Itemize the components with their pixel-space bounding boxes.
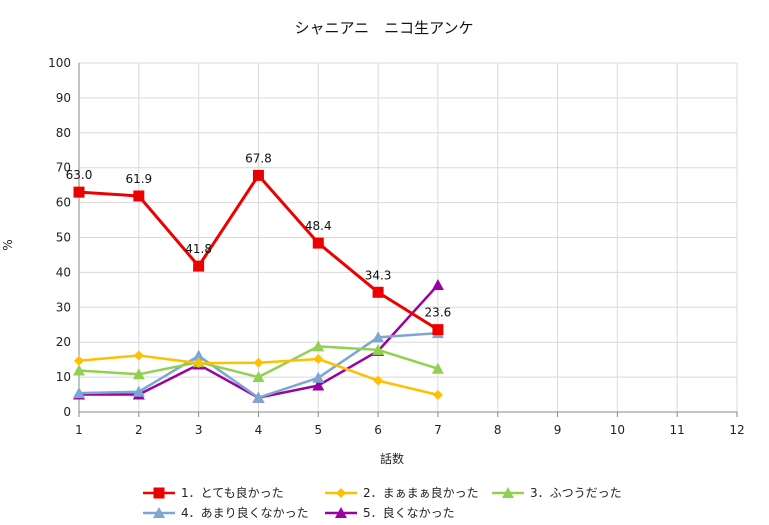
data-label: 48.4 [305, 219, 332, 233]
x-tick-label: 8 [494, 423, 502, 437]
y-tick-label: 60 [56, 196, 71, 210]
data-point [73, 387, 85, 399]
data-point [431, 362, 444, 374]
y-axis-label: % [1, 239, 15, 250]
y-tick-label: 40 [56, 265, 71, 279]
y-tick-label: 80 [56, 126, 71, 140]
series [73, 169, 444, 403]
legend-marker [153, 487, 165, 499]
x-tick-label: 2 [135, 423, 143, 437]
data-point [313, 353, 324, 364]
legend: 1．とても良かった 2．まぁまぁ良かった 3．ふつうだった 4．あまり良くなかった 5．… [143, 485, 622, 520]
legend-item-5: 5．良くなかった [325, 505, 455, 520]
data-point [252, 391, 265, 403]
legend-marker [153, 507, 165, 518]
data-point [193, 358, 204, 369]
data-point [372, 343, 385, 355]
y-tick-label: 50 [56, 231, 71, 245]
x-tick-label: 4 [255, 423, 263, 437]
legend-label: 5．良くなかった [363, 505, 455, 520]
legend-marker [502, 487, 514, 498]
legend-marker [335, 507, 347, 518]
data-label: 34.3 [365, 268, 392, 282]
x-axis-label: 話数 [380, 451, 404, 466]
data-point [312, 340, 325, 352]
legend-label: 1．とても良かった [181, 485, 284, 500]
data-point [73, 186, 85, 198]
data-point [312, 371, 325, 383]
x-tick-label: 7 [434, 423, 442, 437]
data-point [132, 368, 145, 380]
x-tick-label: 10 [610, 423, 625, 437]
data-labels: 63.0 61.9 41.8 67.8 48.4 34.3 23.6 [66, 151, 452, 319]
y-tick-label: 20 [56, 335, 71, 349]
legend-item-2: 2．まぁまぁ良かった [325, 485, 479, 500]
legend-label: 4．あまり良くなかった [181, 505, 309, 520]
x-tick-label: 5 [314, 423, 322, 437]
data-point [312, 379, 325, 391]
y-tick-label: 0 [63, 405, 71, 419]
data-label: 23.6 [425, 306, 452, 320]
legend-marker [336, 488, 346, 498]
legend-label: 2．まぁまぁ良かった [363, 485, 479, 500]
x-tick-label: 6 [374, 423, 382, 437]
series-2 [74, 350, 443, 400]
grid [79, 62, 738, 413]
legend-item-4: 4．あまり良くなかった [143, 505, 309, 520]
data-point [133, 190, 145, 202]
legend-item-1: 1．とても良かった [143, 485, 284, 500]
data-point [74, 355, 84, 366]
data-point [132, 385, 145, 397]
data-point [373, 375, 384, 386]
data-point [372, 331, 385, 343]
legend-label: 3．ふつうだった [530, 486, 622, 500]
x-tick-label: 3 [195, 423, 203, 437]
series-4 [73, 327, 444, 403]
data-point [73, 364, 85, 376]
data-point [192, 349, 205, 361]
data-point [432, 324, 444, 336]
y-tick-label: 70 [56, 161, 71, 175]
data-point [432, 389, 443, 400]
data-point [193, 260, 205, 272]
data-point [372, 286, 384, 298]
series-3 [73, 340, 444, 383]
x-tick-label: 1 [75, 423, 83, 437]
data-label: 41.8 [185, 242, 212, 256]
data-point [312, 237, 324, 249]
data-point [252, 169, 264, 181]
y-tick-label: 100 [48, 56, 71, 70]
data-point [133, 350, 144, 361]
y-tick-label: 90 [56, 91, 71, 105]
data-point [431, 278, 444, 290]
data-label: 61.9 [125, 172, 152, 186]
y-tick-label: 10 [56, 370, 71, 384]
y-tick-label: 30 [56, 300, 71, 314]
x-tick-label: 12 [729, 423, 744, 437]
series-1 [73, 169, 444, 336]
legend-item-3: 3．ふつうだった [492, 486, 622, 500]
chart-title: シャニアニ ニコ生アンケ [294, 19, 473, 37]
data-label: 63.0 [66, 168, 93, 182]
data-point [253, 357, 264, 368]
data-label: 67.8 [245, 151, 272, 165]
x-tick-label: 9 [554, 423, 562, 437]
data-point [252, 371, 265, 383]
x-tick-label: 11 [670, 423, 685, 437]
